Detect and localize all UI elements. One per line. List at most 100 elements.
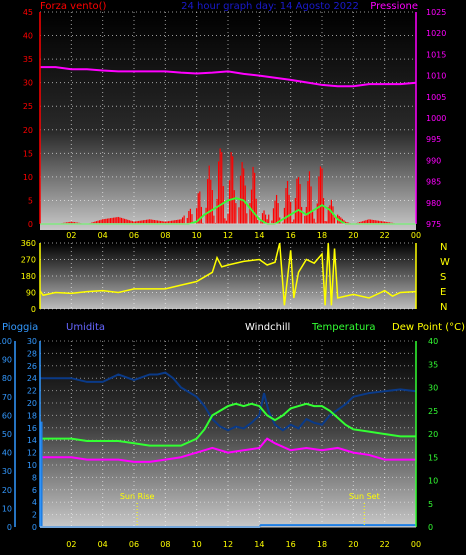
dewpoint-title: Dew Point (°C) <box>392 322 465 333</box>
direction-tick-label: 90 <box>26 289 36 298</box>
y-left-tick-label: 25 <box>23 102 33 111</box>
direction-series <box>39 242 417 306</box>
rain-tick-label: 10 <box>27 461 37 470</box>
y-left-tick-label: 40 <box>23 32 33 41</box>
x-tick-label: 04 <box>98 231 108 240</box>
rain-tick-label: 14 <box>27 436 37 445</box>
rain-tick-label: 30 <box>27 337 37 346</box>
temp-tick-label: 15 <box>428 453 438 462</box>
rain-tick-label: 6 <box>32 486 37 495</box>
rain-tick-label: 8 <box>32 473 37 482</box>
y-left-tick-label: 0 <box>28 220 33 229</box>
rain-tick-label: 16 <box>27 424 37 433</box>
rain-tick-label: 22 <box>27 387 37 396</box>
y-left-tick-label: 10 <box>23 173 33 182</box>
rain-tick-label: 24 <box>27 374 37 383</box>
temp-tick-label: 30 <box>428 384 438 393</box>
y-left-tick-label: 5 <box>28 196 33 205</box>
x-tick-label: 16 <box>286 231 296 240</box>
compass-letter-w: W <box>440 257 450 268</box>
x-tick-label: 10 <box>192 540 202 549</box>
humidity-line <box>40 371 417 432</box>
rain-tick-label: 28 <box>27 349 37 358</box>
temperature-title: Temperatura <box>311 322 376 333</box>
top-axes: 02 04 06 08 10 12 14 16 18 20 22 000510152025303540… <box>23 8 447 240</box>
x-tick-label: 00 <box>411 540 421 549</box>
top-series <box>40 66 417 225</box>
humidity-tick-label: 80 <box>2 374 12 383</box>
humidity-tick-label: 60 <box>2 411 12 420</box>
humidity-tick-label: 100 <box>0 337 12 346</box>
compass-letter-e: E <box>440 287 446 298</box>
direction-tick-label: 270 <box>21 256 36 265</box>
y-right-tick-label: 1025 <box>426 8 446 17</box>
y-right-tick-label: 975 <box>426 220 441 229</box>
top-grid <box>40 11 417 225</box>
rain-tick-label: 20 <box>27 399 37 408</box>
y-left-tick-label: 35 <box>23 55 33 64</box>
x-tick-label: 08 <box>160 231 170 240</box>
y-left-tick-label: 45 <box>23 8 33 17</box>
x-tick-label: 06 <box>129 231 139 240</box>
top-right-title: Pressione <box>370 1 418 12</box>
dewpoint-line <box>40 437 416 463</box>
y-right-tick-label: 1000 <box>426 114 446 123</box>
top-left-title: Forza vento() <box>40 1 107 12</box>
x-tick-label: 12 <box>223 540 233 549</box>
x-tick-label: 18 <box>317 231 327 240</box>
y-right-tick-label: 995 <box>426 135 441 144</box>
temp-tick-label: 35 <box>428 360 438 369</box>
rain-tick-label: 18 <box>27 411 37 420</box>
humidity-tick-label: 0 <box>7 523 12 532</box>
rain-tick-label: 0 <box>32 523 37 532</box>
x-tick-label: 22 <box>380 231 390 240</box>
x-tick-label: 18 <box>317 540 327 549</box>
direction-tick-label: 360 <box>21 239 36 248</box>
sun-rise-label: Sun Rise <box>120 492 155 501</box>
x-tick-label: 22 <box>380 540 390 549</box>
temperature-line <box>40 402 416 447</box>
humidity-tick-label: 50 <box>2 430 12 439</box>
x-tick-label: 00 <box>411 231 421 240</box>
rain-tick-label: 26 <box>27 362 37 371</box>
compass-letter-s: S <box>440 272 446 283</box>
temp-tick-label: 20 <box>428 430 438 439</box>
rain-tick-label: 4 <box>32 498 37 507</box>
bottom-axes: 02 04 06 08 10 12 14 16 18 20 22 000246810121416182… <box>0 337 438 549</box>
humidity-title: Umidita <box>66 322 105 333</box>
y-right-tick-label: 990 <box>426 156 441 165</box>
rain-tick-label: 12 <box>27 449 37 458</box>
humidity-tick-label: 30 <box>2 467 12 476</box>
humidity-tick-label: 40 <box>2 449 12 458</box>
x-tick-label: 20 <box>348 231 358 240</box>
rain-tick-label: 2 <box>32 511 37 520</box>
humidity-tick-label: 20 <box>2 486 12 495</box>
direction-axes: 0 90 180 270 360 <box>21 239 417 314</box>
x-tick-label: 02 <box>66 231 76 240</box>
temp-tick-label: 5 <box>428 500 433 509</box>
temp-tick-label: 40 <box>428 337 438 346</box>
pressure-line <box>40 66 417 88</box>
y-left-tick-label: 30 <box>23 79 33 88</box>
x-tick-label: 16 <box>286 540 296 549</box>
x-tick-label: 14 <box>254 540 264 549</box>
sun-set-label: Sun Set <box>349 492 380 501</box>
humidity-tick-label: 90 <box>2 356 12 365</box>
temp-tick-label: 25 <box>428 407 438 416</box>
y-right-tick-label: 980 <box>426 199 441 208</box>
x-tick-label: 10 <box>192 231 202 240</box>
compass-letter-n-bottom: N <box>440 302 447 313</box>
x-tick-label: 12 <box>223 231 233 240</box>
y-right-tick-label: 1015 <box>426 50 446 59</box>
windchill-title: Windchill <box>245 322 290 333</box>
direction-tick-label: 180 <box>21 272 36 281</box>
x-tick-label: 20 <box>348 540 358 549</box>
x-tick-label: 08 <box>160 540 170 549</box>
y-right-tick-label: 1010 <box>426 72 446 81</box>
rain-title: Pioggia <box>2 322 38 333</box>
humidity-tick-label: 70 <box>2 393 12 402</box>
compass-letter-n-top: N <box>440 242 447 253</box>
y-right-tick-label: 985 <box>426 178 441 187</box>
direction-line <box>39 242 417 306</box>
